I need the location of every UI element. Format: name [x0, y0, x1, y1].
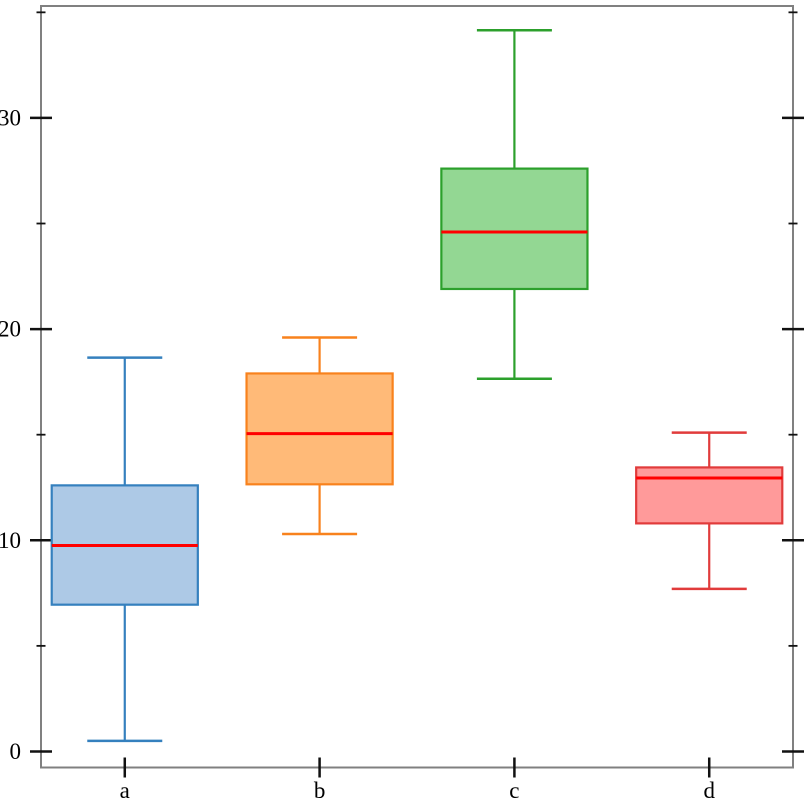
box-group-a [50, 356, 199, 743]
y-axis-tick-label: 30 [0, 106, 21, 131]
x-axis-tick-label: b [314, 778, 326, 803]
y-axis-tick-label: 0 [10, 739, 22, 764]
plot-frame [40, 5, 794, 769]
box-group-d [635, 431, 784, 591]
x-axis-tick-label: a [120, 778, 130, 803]
box-group-b [245, 336, 394, 536]
box-group-c [440, 29, 589, 380]
iqr-box [440, 167, 589, 291]
y-axis-tick-label: 20 [0, 317, 21, 342]
iqr-box [245, 372, 394, 486]
x-axis-tick-label: c [509, 778, 519, 803]
y-axis-tick-label: 10 [0, 528, 21, 553]
iqr-box [635, 466, 784, 525]
x-axis-tick-label: d [703, 778, 715, 803]
